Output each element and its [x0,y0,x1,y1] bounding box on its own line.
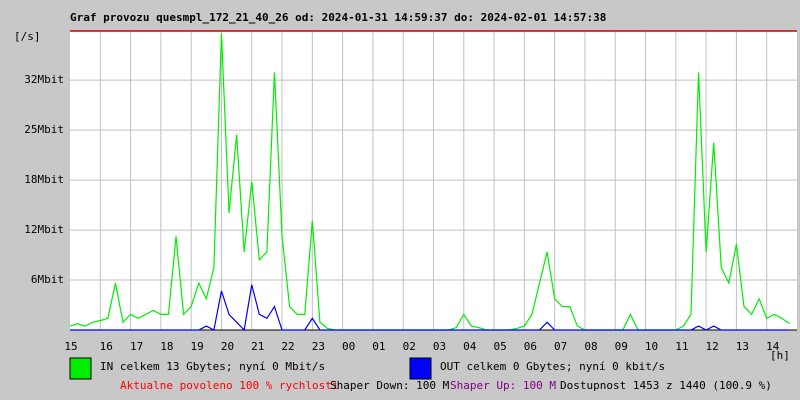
y-tick-label: 18Mbit [24,173,64,186]
x-tick-label: 05 [493,340,506,353]
x-tick-label: 20 [221,340,234,353]
x-tick-label: 18 [160,340,173,353]
legend-swatch [69,357,92,380]
x-tick-label: 12 [706,340,719,353]
x-tick-label: 19 [191,340,204,353]
x-tick-label: 23 [312,340,325,353]
x-tick-label: 07 [554,340,567,353]
x-unit: [h] [770,349,790,362]
x-tick-label: 14 [766,340,780,353]
x-tick-label: 09 [615,340,628,353]
x-tick-label: 17 [130,340,143,353]
x-tick-label: 11 [675,340,688,353]
legend-swatch [409,357,432,380]
y-tick-label: 25Mbit [24,123,64,136]
x-tick-label: 16 [100,340,113,353]
legend-label: IN celkem 13 Gbytes; nyní 0 Mbit/s [100,360,325,373]
x-tick-label: 13 [736,340,749,353]
x-tick-label: 10 [645,340,658,353]
x-tick-label: 03 [433,340,446,353]
x-tick-label: 00 [342,340,355,353]
x-tick-label: 08 [584,340,597,353]
x-tick-label: 21 [251,340,264,353]
footer-text: Dostupnost 1453 z 1440 (100.9 %) [560,379,772,392]
y-unit: [/s] [14,30,41,43]
x-tick-label: 02 [403,340,416,353]
x-tick-label: 01 [372,340,385,353]
x-tick-label: 06 [524,340,537,353]
footer-text: Aktualne povoleno 100 % rychlosti [120,379,339,392]
y-tick-label: 6Mbit [31,273,64,286]
x-tick-label: 22 [281,340,294,353]
chart-title: Graf provozu quesmpl_172_21_40_26 od: 20… [70,11,606,24]
legend-label: OUT celkem 0 Gbytes; nyní 0 kbit/s [440,360,665,373]
y-tick-label: 12Mbit [24,223,64,236]
footer-text: Shaper Down: 100 M [330,379,450,392]
footer-text: Shaper Up: 100 M [450,379,556,392]
y-tick-label: 32Mbit [24,73,64,86]
x-tick-label: 04 [463,340,477,353]
series-line [70,284,790,332]
x-tick-label: 15 [64,340,77,353]
